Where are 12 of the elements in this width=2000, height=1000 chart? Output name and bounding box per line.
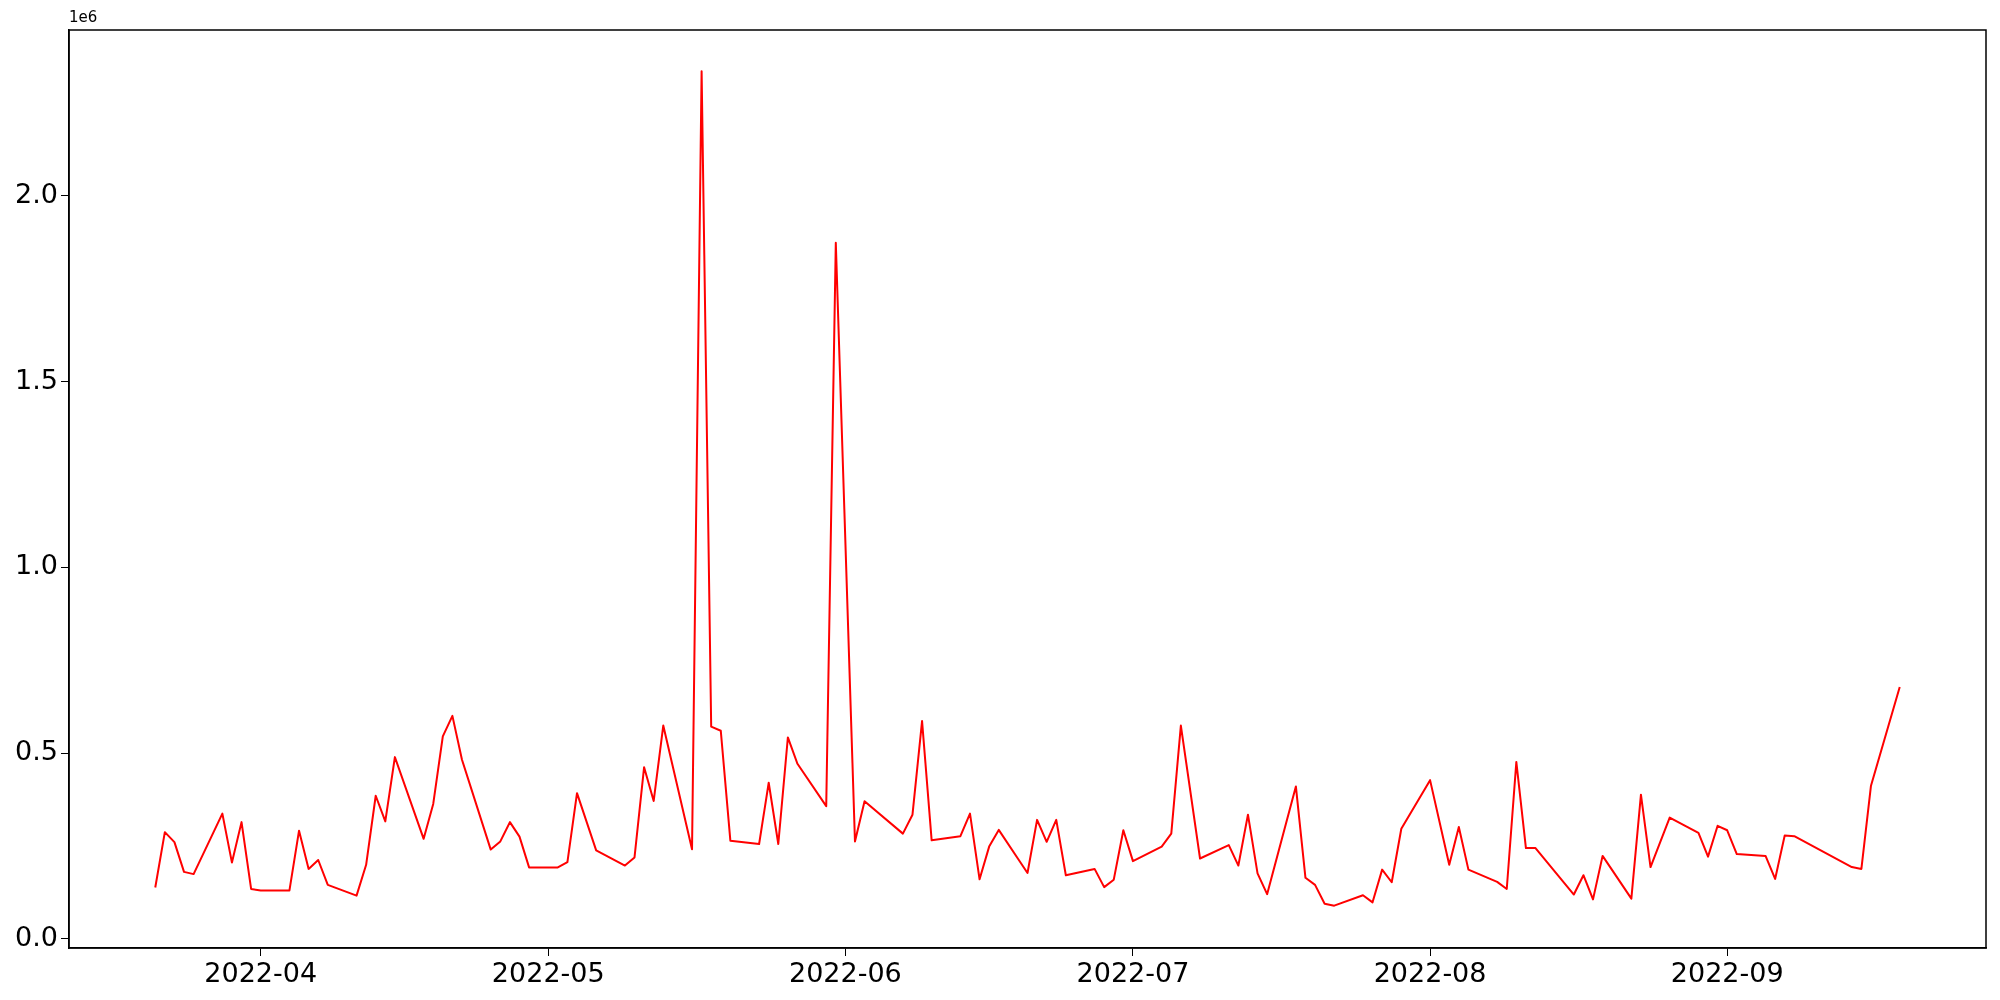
- y-tick-label: 1.5: [15, 363, 58, 395]
- x-tick-label: 2022-09: [1670, 957, 1784, 989]
- x-tick-label: 2022-05: [491, 957, 605, 989]
- y-tick-label: 2.0: [15, 178, 58, 210]
- x-tick-label: 2022-06: [788, 957, 902, 989]
- x-tick-label: 2022-04: [204, 957, 318, 989]
- y-tick-label: 1.0: [15, 549, 58, 581]
- y-tick-label: 0.5: [15, 735, 58, 767]
- y-tick-label: 0.0: [15, 920, 58, 952]
- text: 1e6: [69, 8, 98, 27]
- x-tick-label: 2022-07: [1076, 957, 1190, 989]
- x-tick-label: 2022-08: [1373, 957, 1487, 989]
